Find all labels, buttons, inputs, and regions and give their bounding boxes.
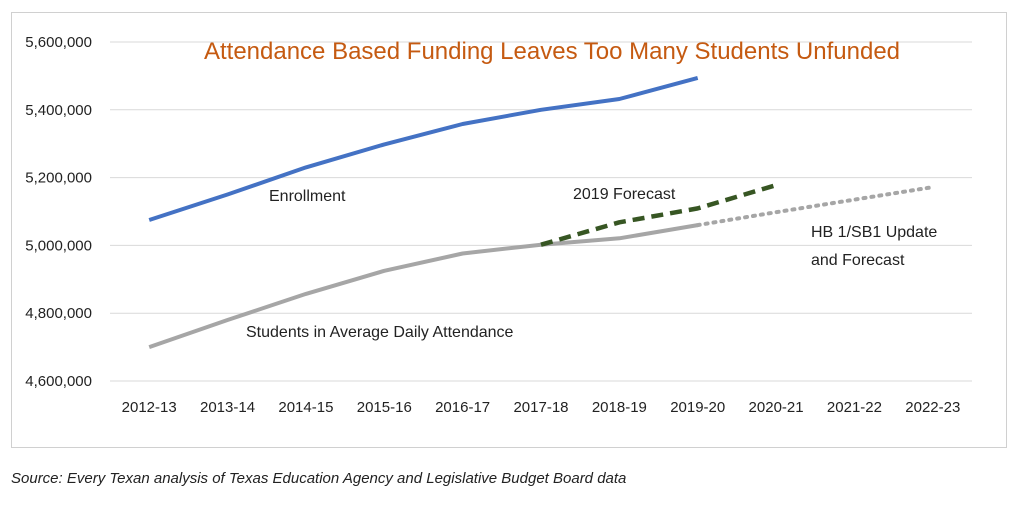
x-tick-label: 2020-21 (749, 399, 804, 416)
series-line-2019-forecast (540, 182, 777, 247)
x-tick-label: 2017-18 (513, 399, 568, 416)
x-tick-label: 2019-20 (670, 399, 725, 416)
x-tick-label: 2018-19 (592, 399, 647, 416)
y-tick-label: 4,800,000 (25, 305, 92, 322)
y-tick-label: 4,600,000 (25, 373, 92, 390)
enrollment-label: Enrollment (269, 188, 346, 205)
x-tick-label: 2013-14 (200, 399, 255, 416)
series-line-hb-1-sb1-update-and-forecast (695, 185, 935, 228)
hb1-label-line1: HB 1/SB1 Update (811, 224, 937, 241)
line-chart: 4,600,000 4,800,000 5,000,000 5,200,000 5,40… (25, 34, 972, 416)
source-note: Source: Every Texan analysis of Texas Ed… (11, 470, 627, 487)
hb1-label-line2: and Forecast (811, 252, 905, 269)
x-tick-label: 2012-13 (122, 399, 177, 416)
forecast-2019-label: 2019 Forecast (573, 186, 676, 203)
gridlines (110, 41, 972, 382)
series-lines (148, 75, 935, 349)
y-tick-label: 5,400,000 (25, 102, 92, 119)
y-tick-label: 5,000,000 (25, 237, 92, 254)
y-tick-label: 5,600,000 (25, 34, 92, 51)
x-tick-label: 2014-15 (278, 399, 333, 416)
y-axis-ticks: 4,600,000 4,800,000 5,000,000 5,200,000 5,40… (25, 34, 92, 390)
x-tick-label: 2016-17 (435, 399, 490, 416)
series-line-students-in-average-daily-attendance (148, 223, 699, 349)
series-line-enrollment (148, 75, 699, 222)
chart-title: Attendance Based Funding Leaves Too Many… (204, 38, 900, 65)
x-axis-ticks: 2012-13 2013-14 2014-15 2015-16 2016-17 2017-… (122, 399, 961, 416)
x-tick-label: 2021-22 (827, 399, 882, 416)
chart-frame (11, 12, 1007, 448)
x-tick-label: 2022-23 (905, 399, 960, 416)
y-tick-label: 5,200,000 (25, 170, 92, 187)
ada-label: Students in Average Daily Attendance (246, 324, 514, 341)
x-tick-label: 2015-16 (357, 399, 412, 416)
